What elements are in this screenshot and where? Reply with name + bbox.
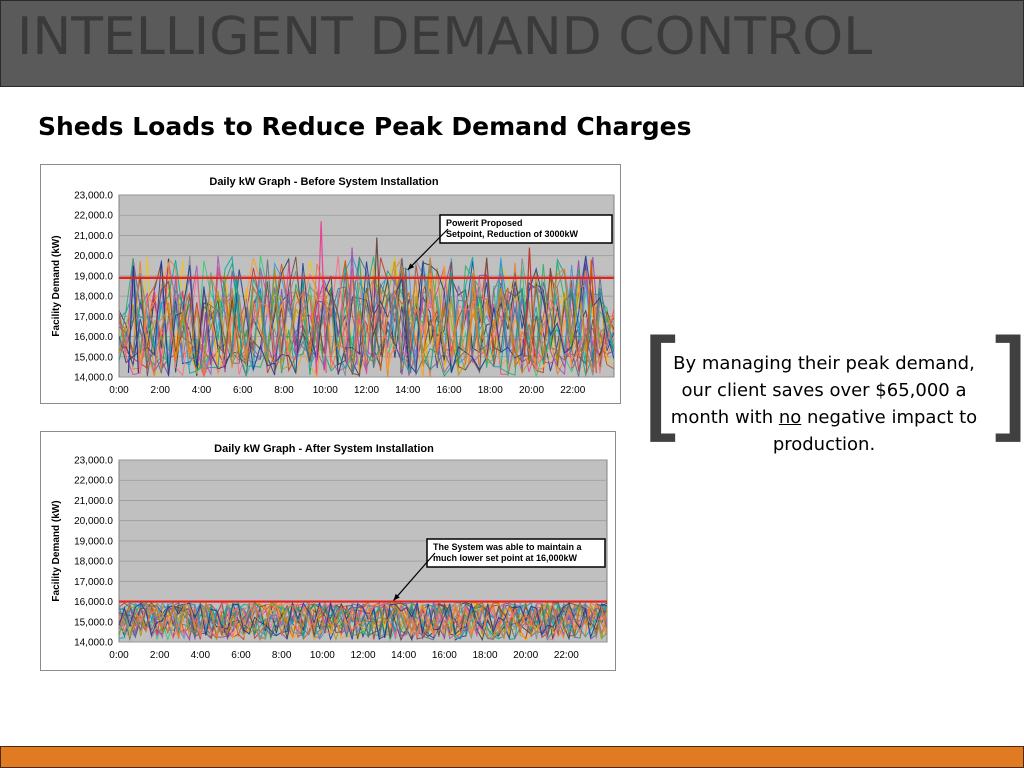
y-tick-label: 20,000.0 [74, 251, 113, 262]
y-tick-label: 20,000.0 [74, 516, 113, 527]
x-tick-label: 18:00 [472, 650, 497, 661]
annotation-arrowhead [393, 593, 400, 601]
demand-trace [119, 255, 614, 377]
y-tick-label: 19,000.0 [74, 536, 113, 547]
x-tick-label: 20:00 [519, 385, 544, 396]
right-bracket: ] [984, 326, 1024, 446]
series-group [119, 600, 607, 642]
before-chart: Daily kW Graph - Before System Installat… [40, 164, 621, 404]
left-bracket: [ [640, 316, 687, 455]
savings-text-start: By managing their peak demand, our clien… [670, 353, 975, 428]
annotation-arrowhead [407, 263, 415, 270]
peak-trace [585, 259, 597, 373]
x-tick-label: 18:00 [478, 385, 503, 396]
annotation-text: The System was able to maintain a [433, 542, 583, 552]
after-chart-svg: Daily kW Graph - After System Installati… [51, 443, 608, 661]
page-title: INTELLIGENT DEMAND CONTROL [17, 7, 873, 67]
x-tick-label: 6:00 [233, 385, 253, 396]
peak-trace [315, 221, 327, 373]
y-tick-label: 18,000.0 [74, 557, 113, 568]
savings-callout: [ By managing their peak demand, our cli… [640, 326, 1024, 460]
x-tick-label: 22:00 [554, 650, 579, 661]
x-tick-label: 8:00 [272, 650, 292, 661]
x-tick-label: 4:00 [192, 385, 212, 396]
after-chart: Daily kW Graph - After System Installati… [40, 431, 616, 671]
annotation-text: much lower set point at 16,000kW [433, 553, 578, 563]
chart-title: Daily kW Graph - After System Installati… [214, 443, 434, 455]
peak-trace [468, 269, 480, 365]
peak-trace [400, 267, 412, 373]
x-tick-label: 12:00 [354, 385, 379, 396]
savings-text: By managing their peak demand, our clien… [670, 350, 978, 458]
x-tick-label: 10:00 [313, 385, 338, 396]
slide-subtitle: Sheds Loads to Reduce Peak Demand Charge… [38, 112, 692, 141]
series-group [119, 221, 614, 377]
y-tick-label: 17,000.0 [74, 312, 113, 323]
header-bar: INTELLIGENT DEMAND CONTROL [0, 0, 1024, 87]
x-tick-label: 16:00 [432, 650, 457, 661]
y-tick-label: 14,000.0 [74, 638, 113, 649]
x-tick-label: 16:00 [436, 385, 461, 396]
y-tick-label: 18,000.0 [74, 292, 113, 303]
savings-text-emphasis: no [778, 407, 802, 428]
y-tick-label: 22,000.0 [74, 476, 113, 487]
savings-text-end: negative impact to production. [772, 407, 978, 455]
x-tick-label: 10:00 [310, 650, 335, 661]
x-tick-label: 2:00 [151, 385, 171, 396]
x-tick-label: 4:00 [191, 650, 211, 661]
y-tick-label: 19,000.0 [74, 271, 113, 282]
before-chart-svg: Daily kW Graph - Before System Installat… [51, 176, 615, 396]
peak-trace [346, 247, 358, 365]
x-tick-label: 0:00 [109, 650, 129, 661]
x-tick-label: 8:00 [274, 385, 294, 396]
y-tick-label: 17,000.0 [74, 577, 113, 588]
y-axis-label: Facility Demand (kW) [51, 235, 62, 336]
annotation-arrow [407, 228, 449, 271]
y-axis-label: Facility Demand (kW) [51, 500, 62, 601]
x-tick-label: 20:00 [513, 650, 538, 661]
demand-trace [119, 601, 607, 640]
annotation-box [439, 214, 613, 244]
peak-trace [371, 237, 383, 357]
peak-trace [200, 312, 212, 365]
x-tick-label: 14:00 [391, 650, 416, 661]
x-tick-label: 22:00 [560, 385, 585, 396]
x-tick-label: 0:00 [109, 385, 129, 396]
demand-trace [119, 256, 614, 377]
peak-trace [230, 275, 243, 357]
chart-title: Daily kW Graph - Before System Installat… [209, 176, 439, 188]
y-tick-label: 23,000.0 [74, 191, 113, 202]
y-tick-label: 16,000.0 [74, 332, 113, 343]
annotation-text: Powerit Proposed [446, 218, 523, 228]
x-tick-label: 14:00 [395, 385, 420, 396]
x-tick-label: 6:00 [231, 650, 251, 661]
demand-trace [119, 600, 607, 640]
annotation-box [426, 538, 606, 568]
y-tick-label: 21,000.0 [74, 496, 113, 507]
y-tick-label: 22,000.0 [74, 211, 113, 222]
y-tick-label: 15,000.0 [74, 617, 113, 628]
footer-bar [0, 746, 1024, 768]
annotation-arrow [393, 552, 436, 601]
peak-trace [127, 265, 140, 373]
annotation-text: Setpoint, Reduction of 3000kW [446, 229, 579, 239]
x-tick-label: 2:00 [150, 650, 170, 661]
y-tick-label: 23,000.0 [74, 456, 113, 467]
y-tick-label: 16,000.0 [74, 597, 113, 608]
x-tick-label: 12:00 [350, 650, 375, 661]
y-tick-label: 14,000.0 [74, 373, 113, 384]
y-tick-label: 21,000.0 [74, 231, 113, 242]
peak-trace [523, 247, 536, 357]
y-tick-label: 15,000.0 [74, 352, 113, 363]
